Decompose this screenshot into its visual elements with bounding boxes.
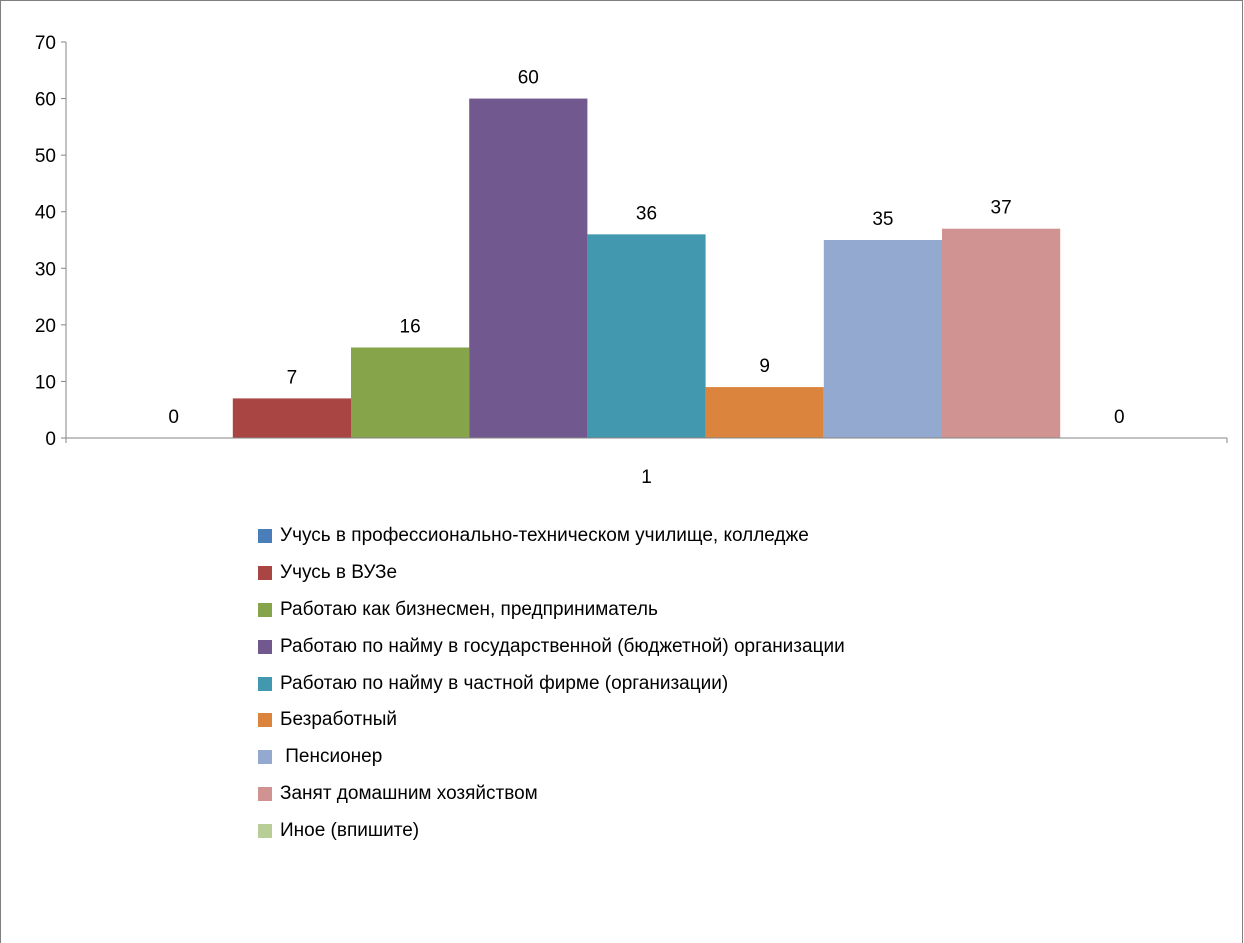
legend-item: Учусь в профессионально-техническом учил… xyxy=(258,518,845,555)
bar-series-7 xyxy=(823,240,942,438)
legend-label: Работаю как бизнесмен, предприниматель xyxy=(280,598,658,620)
legend-item: Работаю по найму в частной фирме (органи… xyxy=(258,665,845,702)
legend-label: Пенсионер xyxy=(280,746,383,768)
legend-label: Занят домашним хозяйством xyxy=(280,782,538,804)
legend-swatch xyxy=(258,713,272,728)
legend-item: Занят домашним хозяйством xyxy=(258,776,845,813)
data-label-series-8: 37 xyxy=(991,198,1012,219)
legend-item: Учусь в ВУЗе xyxy=(258,555,845,592)
bar-series-6 xyxy=(705,387,824,438)
legend-label: Работаю по найму в частной фирме (органи… xyxy=(280,672,729,694)
legend-swatch xyxy=(258,676,272,691)
legend-swatch xyxy=(258,639,272,654)
legend-swatch xyxy=(258,750,272,765)
legend-item: Работаю как бизнесмен, предприниматель xyxy=(258,592,845,629)
legend-item: Иное (впишите) xyxy=(258,812,845,849)
legend-label: Учусь в ВУЗе xyxy=(280,562,398,584)
legend-swatch xyxy=(258,566,272,581)
bar-series-2 xyxy=(232,398,351,438)
legend-label: Учусь в профессионально-техническом учил… xyxy=(280,525,809,547)
legend-item: Безработный xyxy=(258,702,845,739)
legend-label: Работаю по найму в государственной (бюдж… xyxy=(280,635,845,657)
bar-series-5 xyxy=(587,234,706,438)
data-label-series-3: 16 xyxy=(400,316,421,337)
y-tick-label-60: 60 xyxy=(35,90,56,111)
y-tick-label-20: 20 xyxy=(35,316,56,337)
legend-swatch xyxy=(258,529,272,544)
y-tick-label-40: 40 xyxy=(35,203,56,224)
legend-swatch xyxy=(258,602,272,617)
legend-swatch xyxy=(258,823,272,838)
y-tick-label-10: 10 xyxy=(35,372,56,393)
x-category-label: 1 xyxy=(641,467,652,488)
legend-label: Иное (впишите) xyxy=(280,819,420,841)
legend-item: Работаю по найму в государственной (бюдж… xyxy=(258,628,845,665)
legend: Учусь в профессионально-техническом учил… xyxy=(258,518,845,849)
y-tick-label-30: 30 xyxy=(35,259,56,280)
data-label-series-6: 9 xyxy=(759,356,770,377)
bar-series-3 xyxy=(351,347,470,438)
bar-series-4 xyxy=(469,98,588,439)
y-tick-label-0: 0 xyxy=(45,429,56,450)
bar-series-8 xyxy=(942,228,1061,438)
data-label-series-5: 36 xyxy=(636,203,657,224)
y-tick-label-50: 50 xyxy=(35,146,56,167)
legend-label: Безработный xyxy=(280,709,397,731)
legend-swatch xyxy=(258,786,272,801)
legend-item: Пенсионер xyxy=(258,739,845,776)
data-label-series-4: 60 xyxy=(518,68,539,89)
data-label-series-1: 0 xyxy=(168,407,179,428)
data-label-series-7: 35 xyxy=(872,209,893,230)
data-label-series-2: 7 xyxy=(287,367,298,388)
y-tick-label-70: 70 xyxy=(35,33,56,54)
data-label-series-9: 0 xyxy=(1114,407,1125,428)
